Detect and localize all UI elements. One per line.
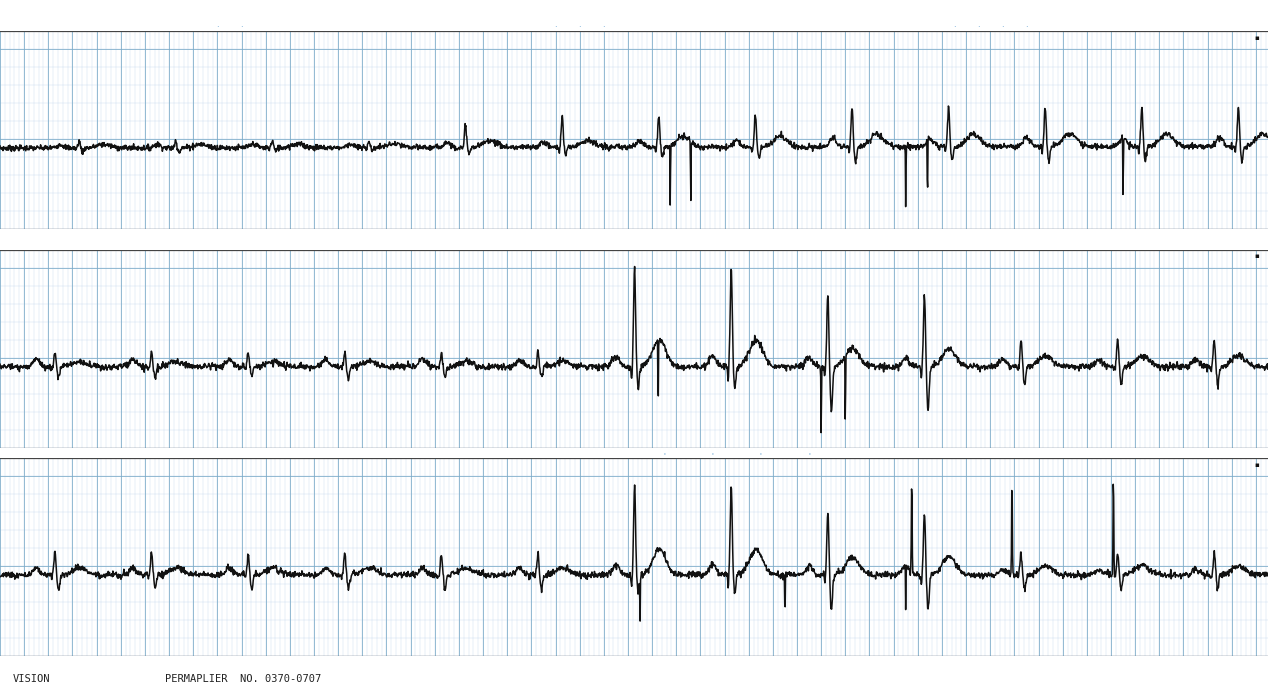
- Text: .: .: [216, 20, 218, 28]
- Text: .: .: [240, 20, 243, 28]
- Text: .: .: [952, 20, 955, 28]
- Text: ': ': [760, 452, 762, 457]
- Text: ▪: ▪: [1254, 462, 1259, 468]
- Text: .: .: [578, 20, 581, 28]
- Text: PERMAPLIER  NO. 0370-0707: PERMAPLIER NO. 0370-0707: [165, 674, 321, 684]
- Text: ': ': [808, 452, 810, 457]
- Text: .: .: [554, 20, 557, 28]
- Text: ▪: ▪: [1254, 253, 1259, 260]
- Text: .: .: [602, 20, 605, 28]
- Text: ': ': [663, 452, 666, 457]
- Text: .: .: [1025, 20, 1028, 28]
- Text: .: .: [1000, 20, 1004, 28]
- Text: .: .: [976, 20, 979, 28]
- Text: ▪: ▪: [1254, 35, 1259, 41]
- Text: VISION: VISION: [13, 674, 51, 684]
- Text: ': ': [711, 452, 714, 457]
